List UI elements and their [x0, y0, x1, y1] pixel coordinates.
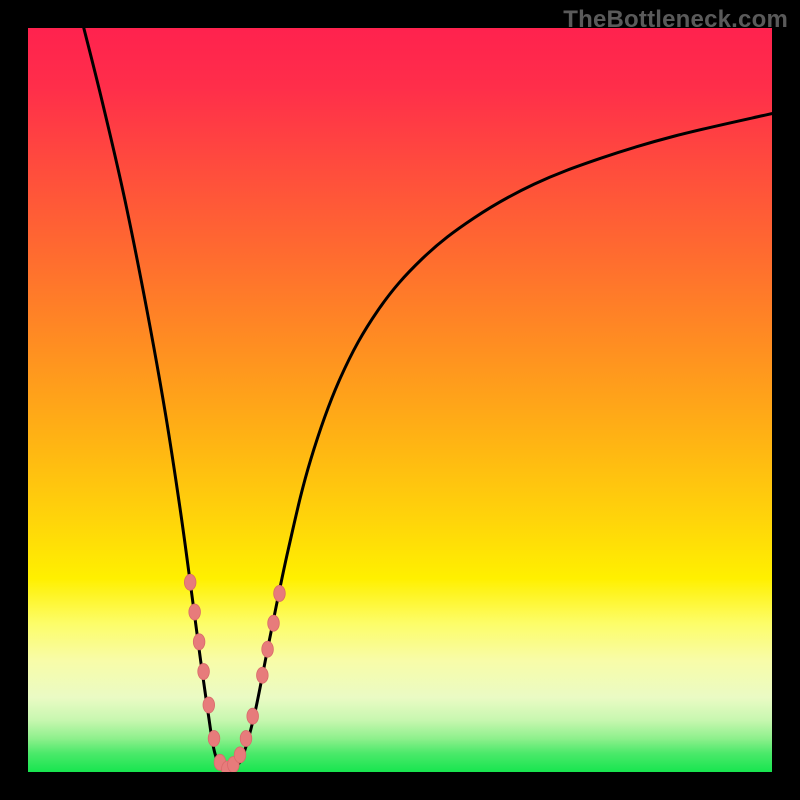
data-marker — [193, 634, 205, 650]
watermark-text: TheBottleneck.com — [563, 6, 788, 34]
data-marker — [234, 747, 246, 763]
chart-container: TheBottleneck.com — [0, 0, 800, 800]
data-marker — [268, 615, 280, 631]
data-marker — [203, 697, 215, 713]
data-marker — [184, 574, 196, 590]
data-marker — [247, 708, 259, 724]
data-marker — [262, 641, 274, 657]
data-marker — [240, 731, 252, 747]
data-marker — [189, 604, 201, 620]
data-marker — [257, 667, 269, 683]
data-marker — [274, 585, 286, 601]
data-marker — [208, 731, 220, 747]
chart-svg — [0, 0, 800, 800]
data-marker — [198, 664, 210, 680]
